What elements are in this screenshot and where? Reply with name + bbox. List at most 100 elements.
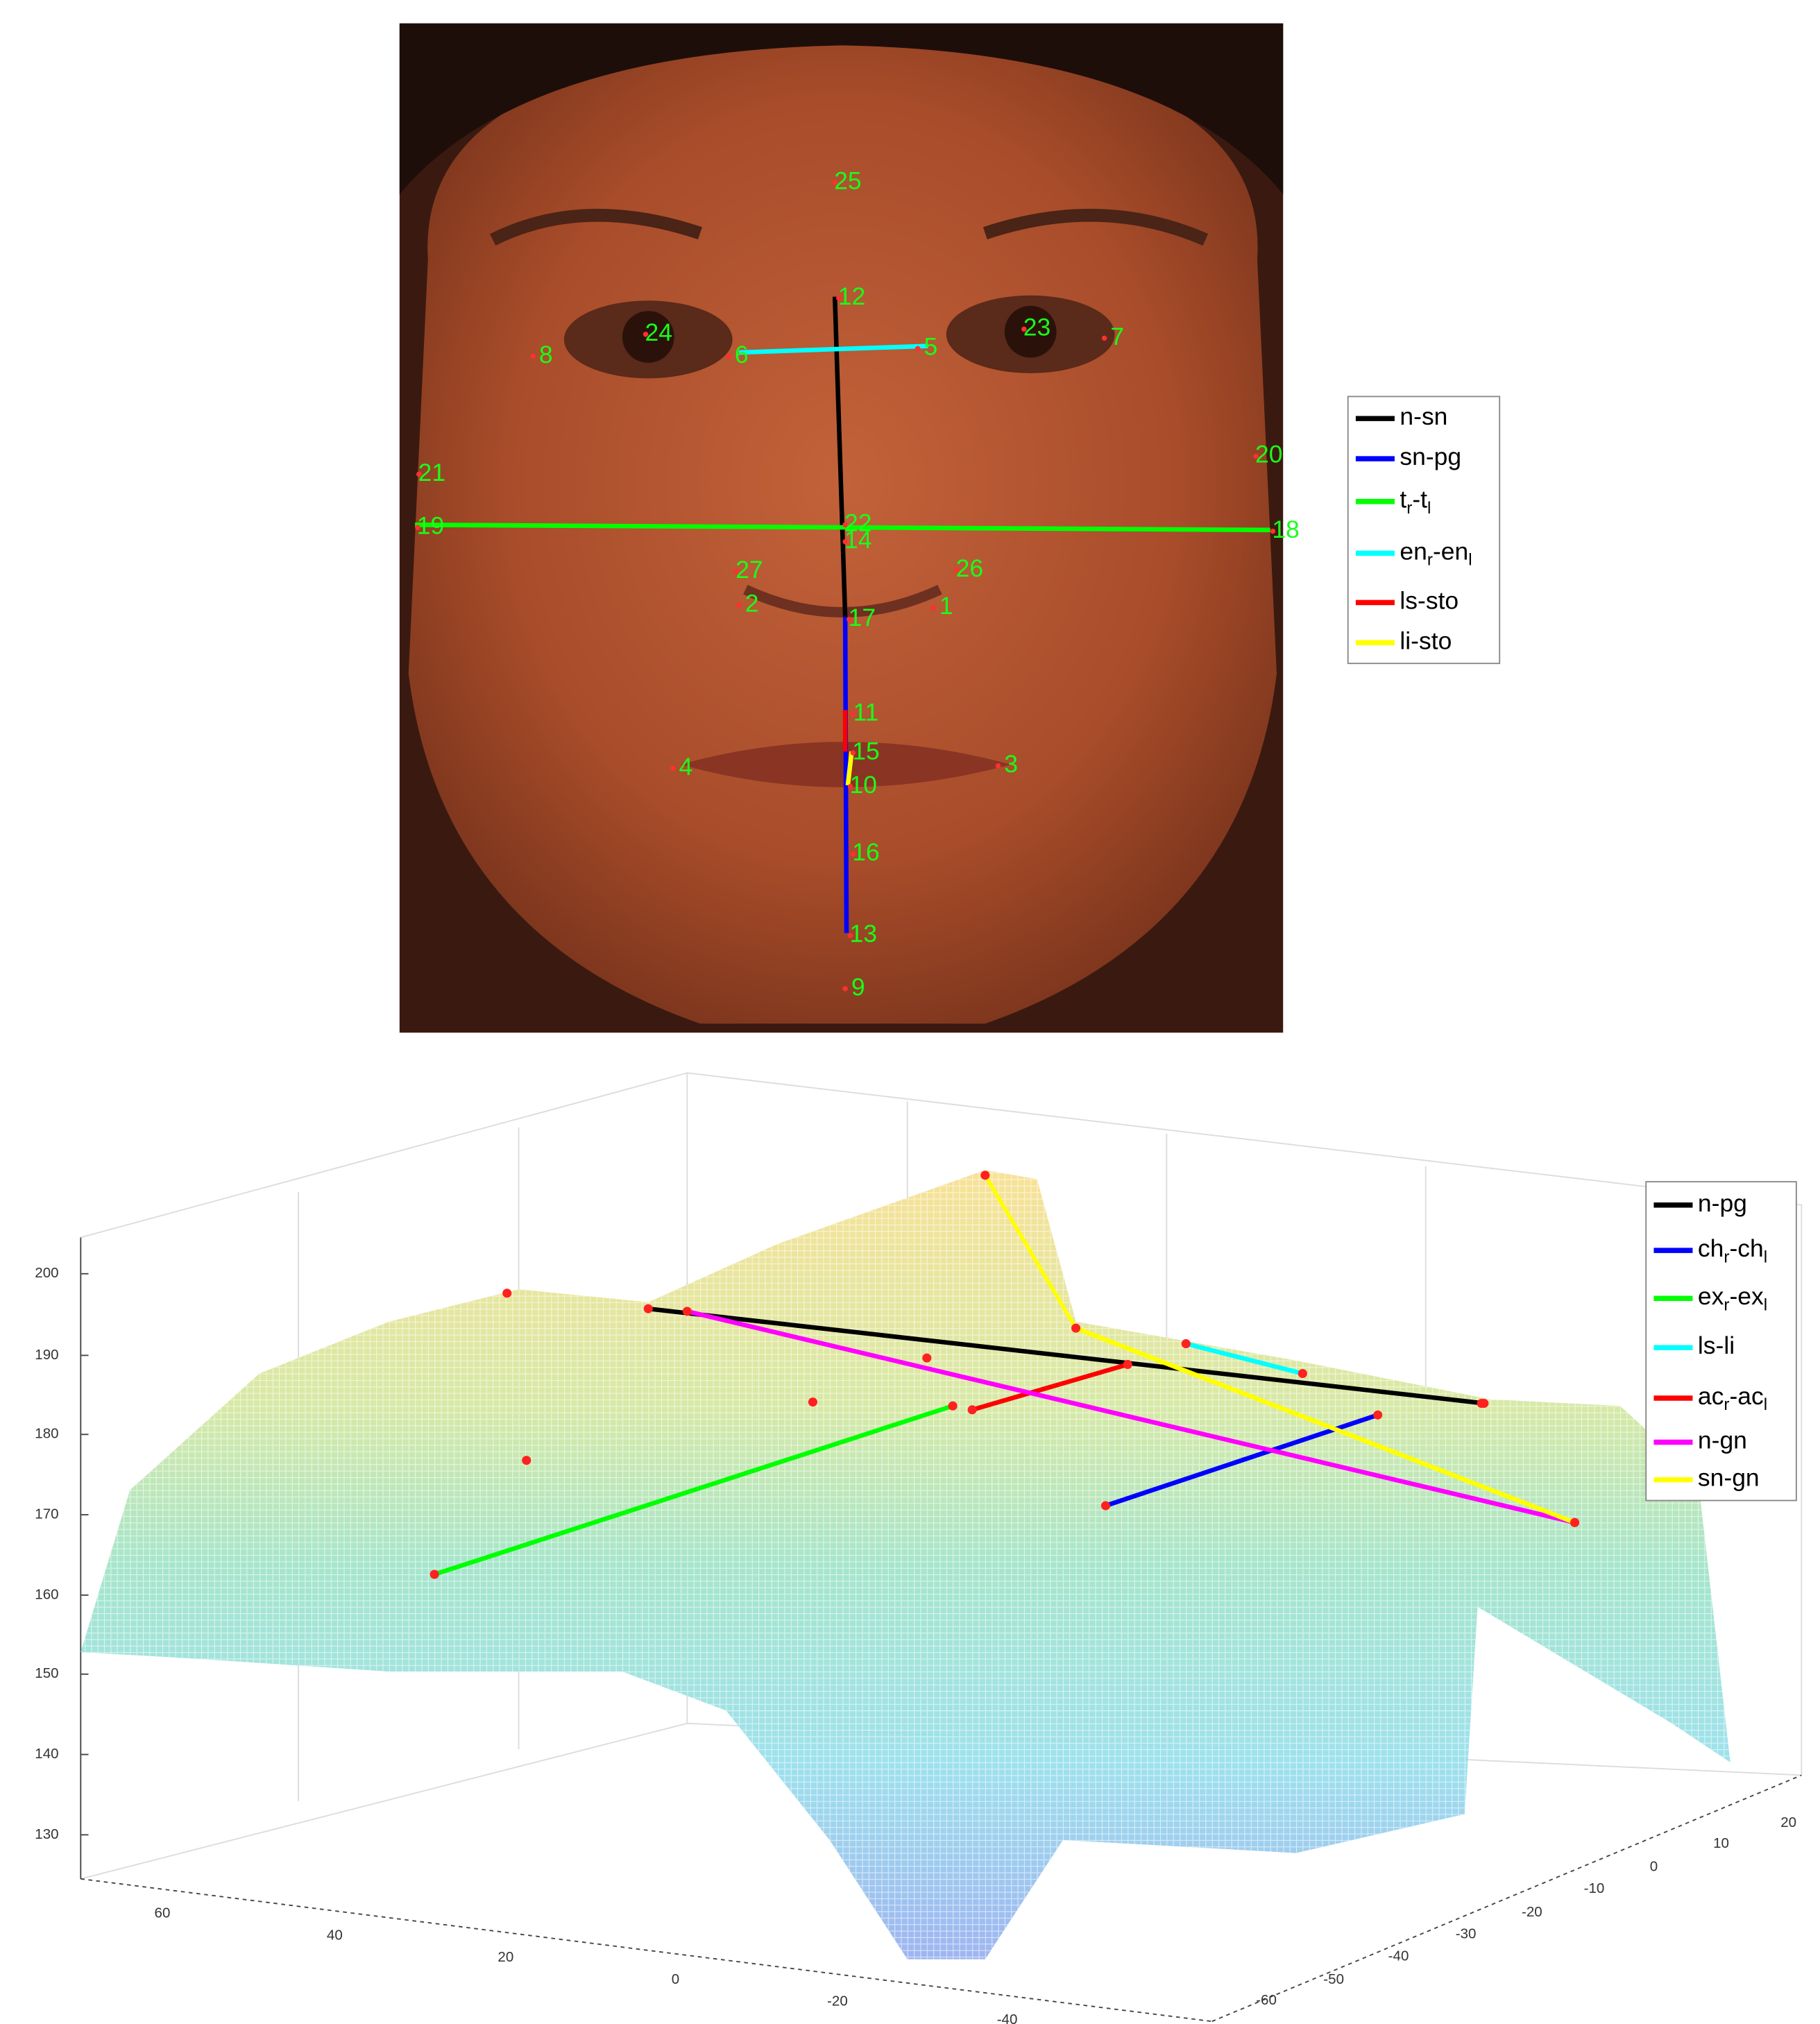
landmark-dot [953, 567, 960, 573]
z-tick-label: 170 [35, 1506, 58, 1522]
legend-subscript: r [1724, 1396, 1729, 1415]
legend-label: sn-gn [1698, 1464, 1760, 1492]
y-tick-label: -50 [1323, 1971, 1344, 1987]
measure-line [1075, 1326, 1576, 1525]
landmark-dot [842, 538, 848, 545]
legend-label: ls-sto [1400, 587, 1458, 615]
landmark-dot [980, 1171, 990, 1180]
y-axis [1211, 1774, 1802, 2023]
measure-line [647, 1306, 1485, 1406]
landmark-label: 2 [745, 589, 759, 617]
landmark-dot [846, 616, 852, 622]
landmark-dot [1570, 1517, 1580, 1527]
legend-label: sn-pg [1400, 443, 1461, 470]
measure-line [971, 1362, 1129, 1412]
landmark-dot [850, 711, 856, 717]
landmark-dot [915, 346, 921, 352]
legend-text: n-pg [1698, 1189, 1747, 1217]
measure-line [434, 1404, 954, 1577]
legend-text: ac [1698, 1382, 1724, 1410]
landmark-label: 4 [679, 753, 693, 781]
landmark-dot [643, 332, 649, 337]
measure-line [845, 751, 854, 786]
legend-label: n-gn [1698, 1427, 1747, 1454]
legend-text: en [1400, 538, 1427, 565]
landmark-dot [643, 1304, 653, 1313]
landmark-label: 24 [645, 318, 672, 346]
landmark-dot [832, 180, 837, 186]
legend-subscript: l [1764, 1248, 1767, 1267]
landmark-label: 6 [735, 341, 749, 368]
legend-box [1645, 1181, 1797, 1502]
landmark-label: 23 [1023, 314, 1051, 341]
legend-text: -t [1412, 486, 1427, 513]
landmark-dot [726, 353, 731, 359]
landmark-label: 9 [851, 973, 865, 1001]
legend-label: li-sto [1400, 627, 1452, 655]
landmark-dot [836, 295, 842, 301]
landmark-dot [430, 1570, 439, 1579]
landmark-dot [416, 471, 422, 477]
legend-label: exr-exl [1698, 1283, 1767, 1315]
legend-label: acr-acl [1698, 1382, 1767, 1414]
legend-text: ex [1698, 1283, 1724, 1311]
y-tick-label: 20 [1780, 1814, 1796, 1830]
legend-text: ls-sto [1400, 587, 1458, 615]
measure-line [686, 1309, 1576, 1525]
landmark-label: 1 [939, 592, 953, 620]
legend-label: ls-li [1698, 1332, 1735, 1360]
landmark-label: 25 [834, 167, 861, 195]
legend-subscript: l [1427, 499, 1431, 518]
landmark-label: 8 [539, 341, 553, 368]
landmark-dot [415, 525, 420, 530]
landmark-label: 17 [849, 604, 876, 631]
legend-text: -ex [1729, 1283, 1764, 1311]
z-tick-label: 160 [35, 1586, 58, 1602]
landmark-label: 14 [844, 526, 871, 554]
legend-label: chr-chl [1698, 1234, 1767, 1266]
legend-text: sn-pg [1400, 443, 1461, 470]
landmark-dot [850, 851, 856, 857]
x-tick-label: -20 [827, 1993, 848, 2009]
landmark-label: 16 [852, 838, 879, 866]
legend-subscript: l [1468, 551, 1472, 570]
measure-line [738, 343, 928, 355]
legend-label: enr-enl [1400, 538, 1472, 570]
legend-subscript: l [1764, 1296, 1767, 1315]
z-tick-label: 180 [35, 1426, 58, 1442]
x-tick-label: -40 [997, 2012, 1018, 2024]
landmark-dot [850, 750, 856, 756]
landmark-label: 15 [852, 737, 879, 765]
landmark-label: 13 [850, 920, 877, 948]
legend-label: n-sn [1400, 403, 1447, 431]
landmark-dot [1253, 453, 1259, 459]
legend-subscript: l [1764, 1396, 1767, 1415]
x-tick-label: 40 [327, 1927, 343, 1943]
measure-line [1185, 1341, 1304, 1376]
landmark-dot [682, 1307, 692, 1316]
landmark-dot [522, 1456, 531, 1465]
landmark-dot [530, 353, 536, 359]
landmark-label: 5 [924, 333, 938, 361]
landmark-dot [1101, 335, 1107, 341]
landmark-dot [842, 986, 848, 992]
x-tick-label: 60 [155, 1905, 171, 1921]
y-tick-label: -30 [1456, 1926, 1477, 1942]
landmark-label: 20 [1255, 441, 1282, 468]
legend-subscript: r [1406, 499, 1412, 518]
y-tick-label: -10 [1584, 1880, 1605, 1896]
legend-text: li-sto [1400, 627, 1452, 655]
landmark-dot [736, 602, 742, 608]
landmark-dot [502, 1289, 512, 1298]
landmark-dot [1298, 1368, 1307, 1379]
landmark-label: 7 [1110, 323, 1124, 350]
landmark-label: 21 [418, 459, 445, 486]
legend-subscript: r [1724, 1248, 1729, 1267]
z-tick-label: 130 [35, 1826, 58, 1842]
landmark-dot [1181, 1339, 1191, 1349]
landmark-dot [1071, 1323, 1081, 1333]
legend-subscript: r [1427, 551, 1433, 570]
y-tick-label: -40 [1388, 1948, 1409, 1964]
legend-text: t [1400, 486, 1406, 513]
landmark-label: 22 [844, 509, 871, 537]
